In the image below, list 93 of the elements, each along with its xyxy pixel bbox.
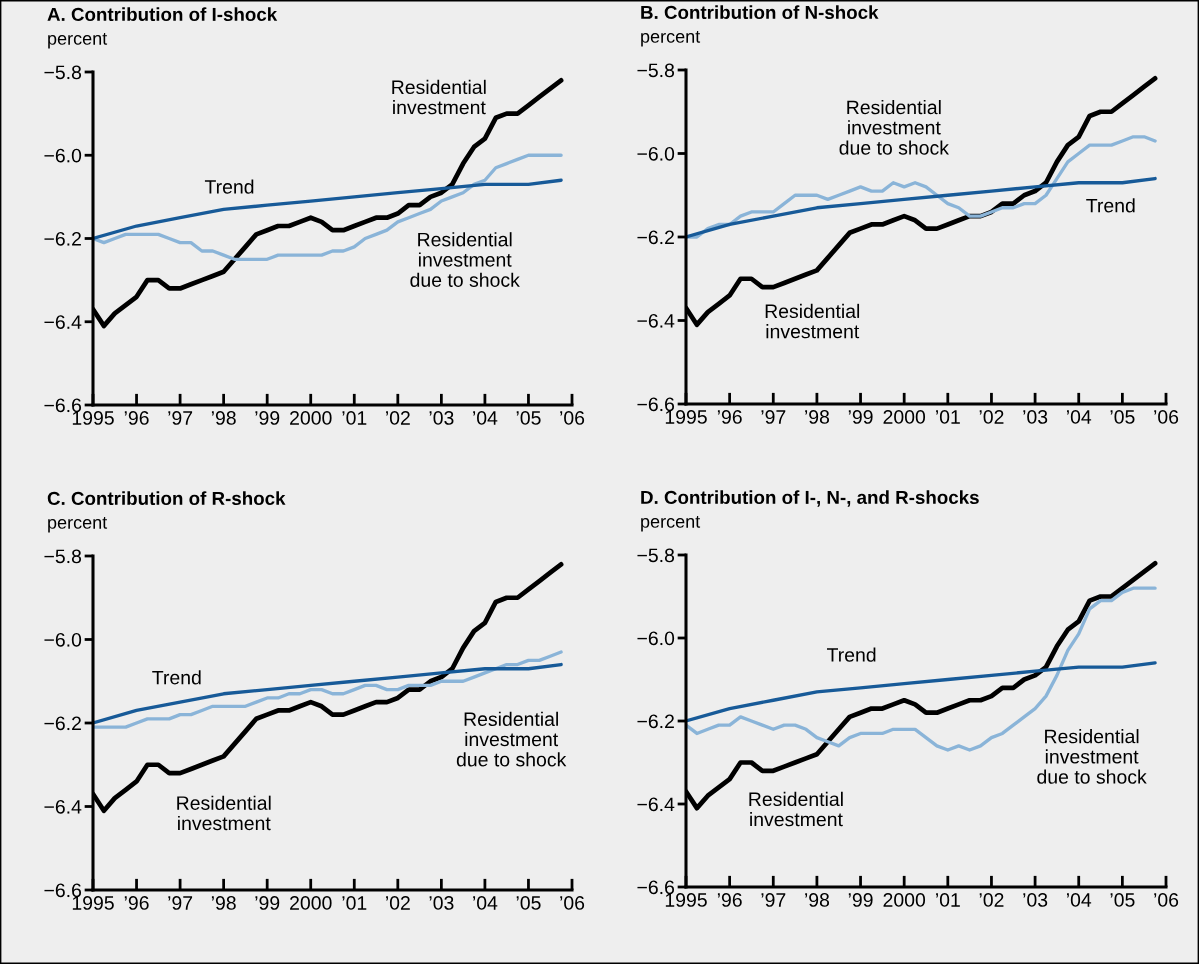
series-label: Residential investment due to shock — [839, 99, 949, 155]
y-tick-label: −6.6 — [637, 397, 675, 412]
x-tick-label: 1995 — [72, 411, 114, 425]
x-tick-label: ’03 — [1023, 893, 1048, 907]
y-tick-label: −6.2 — [637, 714, 674, 729]
y-tick-label: −6.2 — [44, 231, 81, 246]
y-tick-label: −6.2 — [637, 230, 674, 245]
y-axis-title: percent — [48, 516, 108, 533]
x-tick-label: ’99 — [848, 893, 873, 907]
x-tick-label: ’04 — [1066, 893, 1092, 907]
series-label: Residential investment due to shock — [410, 232, 520, 287]
y-tick-label: −6.4 — [637, 797, 675, 812]
y-tick-label: −6.4 — [637, 313, 675, 328]
series-label: Trend — [152, 670, 201, 685]
series-label: Residential investment — [765, 303, 860, 339]
x-tick-label: ’06 — [560, 411, 585, 425]
x-tick-label: ’01 — [342, 896, 367, 910]
x-tick-label: ’06 — [560, 896, 585, 910]
y-tick-label: −6.0 — [44, 148, 82, 163]
x-tick-label: ’01 — [342, 411, 367, 425]
y-tick-label: −6.0 — [637, 146, 675, 161]
line-series — [93, 662, 563, 725]
y-axis-title: percent — [48, 33, 108, 49]
x-tick-label: 2000 — [290, 411, 332, 425]
x-tick-label: ’04 — [1066, 410, 1092, 424]
x-tick-label: ’06 — [1154, 893, 1179, 907]
x-tick-label: 2000 — [883, 410, 926, 424]
x-tick-label: ’05 — [516, 411, 541, 425]
x-tick-label: ’01 — [936, 410, 960, 424]
line-series — [686, 661, 1157, 723]
x-tick-label: 1995 — [665, 893, 707, 907]
x-tick-label: ’96 — [717, 893, 742, 907]
y-tick-label: −5.8 — [44, 65, 82, 80]
y-tick-label: −6.4 — [44, 799, 82, 814]
y-tick-label: −5.8 — [44, 549, 82, 564]
x-tick-label: ’98 — [211, 896, 236, 910]
x-tick-label: ’05 — [1110, 410, 1135, 424]
x-tick-label: ’96 — [124, 896, 149, 910]
x-tick-label: ’99 — [255, 411, 280, 425]
x-tick-label: ’05 — [516, 896, 541, 910]
line-series — [686, 176, 1157, 239]
x-tick-label: ’99 — [848, 410, 873, 424]
y-axis-title: percent — [641, 31, 701, 47]
series-label: Trend — [204, 179, 254, 194]
x-tick-label: 2000 — [290, 896, 332, 910]
x-tick-label: 1995 — [72, 896, 114, 910]
series-label: Trend — [827, 647, 876, 662]
y-tick-label: −6.2 — [44, 716, 81, 731]
x-tick-label: ’96 — [124, 411, 149, 425]
x-tick-label: ’98 — [211, 411, 236, 425]
x-tick-label: ’99 — [255, 896, 280, 910]
series-label: Residential investment — [749, 791, 843, 827]
line-series — [93, 650, 563, 729]
x-tick-label: ’01 — [936, 893, 960, 907]
x-tick-label: ’02 — [979, 410, 1004, 424]
y-tick-label: −6.4 — [44, 315, 82, 329]
x-tick-label: ’05 — [1110, 893, 1135, 907]
series-label: Residential investment due to shock — [1037, 729, 1147, 784]
series-label: Residential investment due to shock — [456, 711, 567, 767]
chart-title: B. Contribution of N-shock — [641, 5, 879, 20]
x-tick-label: ’97 — [761, 410, 786, 424]
x-tick-label: ’97 — [761, 893, 786, 907]
x-tick-label: ’97 — [168, 411, 193, 425]
series-label: Residential investment — [392, 79, 486, 115]
x-tick-label: ’04 — [473, 411, 498, 425]
x-tick-label: 1995 — [665, 410, 707, 424]
x-tick-label: ’06 — [1154, 410, 1179, 424]
chart-title: D. Contribution of I-, N-, and R-shocks — [641, 490, 979, 507]
chart-title: C. Contribution of R-shock — [47, 491, 286, 506]
x-tick-label: 2000 — [883, 893, 926, 907]
x-tick-label: ’03 — [429, 411, 454, 425]
series-label: Trend — [1086, 198, 1135, 213]
line-series — [686, 135, 1157, 239]
x-tick-label: ’02 — [386, 896, 410, 910]
x-tick-label: ’03 — [429, 896, 454, 910]
x-tick-label: ’04 — [473, 896, 498, 910]
y-tick-label: −5.8 — [637, 63, 675, 78]
x-tick-label: ’03 — [1023, 410, 1048, 424]
x-tick-label: ’97 — [168, 896, 193, 910]
x-tick-label: ’96 — [717, 410, 742, 424]
x-tick-label: ’02 — [979, 893, 1004, 907]
y-tick-label: −6.6 — [44, 883, 82, 898]
y-tick-label: −6.6 — [637, 880, 675, 895]
y-tick-label: −6.0 — [44, 632, 82, 647]
series-label: Residential investment — [177, 795, 271, 831]
y-tick-label: −6.6 — [44, 398, 82, 413]
y-tick-label: −5.8 — [637, 548, 675, 563]
chart-title: A. Contribution of I-shock — [47, 7, 278, 22]
x-tick-label: ’98 — [805, 893, 830, 907]
y-axis-title: percent — [641, 515, 701, 532]
x-tick-label: ’98 — [805, 410, 830, 424]
y-tick-label: −6.0 — [637, 631, 675, 646]
x-tick-label: ’02 — [386, 411, 410, 425]
